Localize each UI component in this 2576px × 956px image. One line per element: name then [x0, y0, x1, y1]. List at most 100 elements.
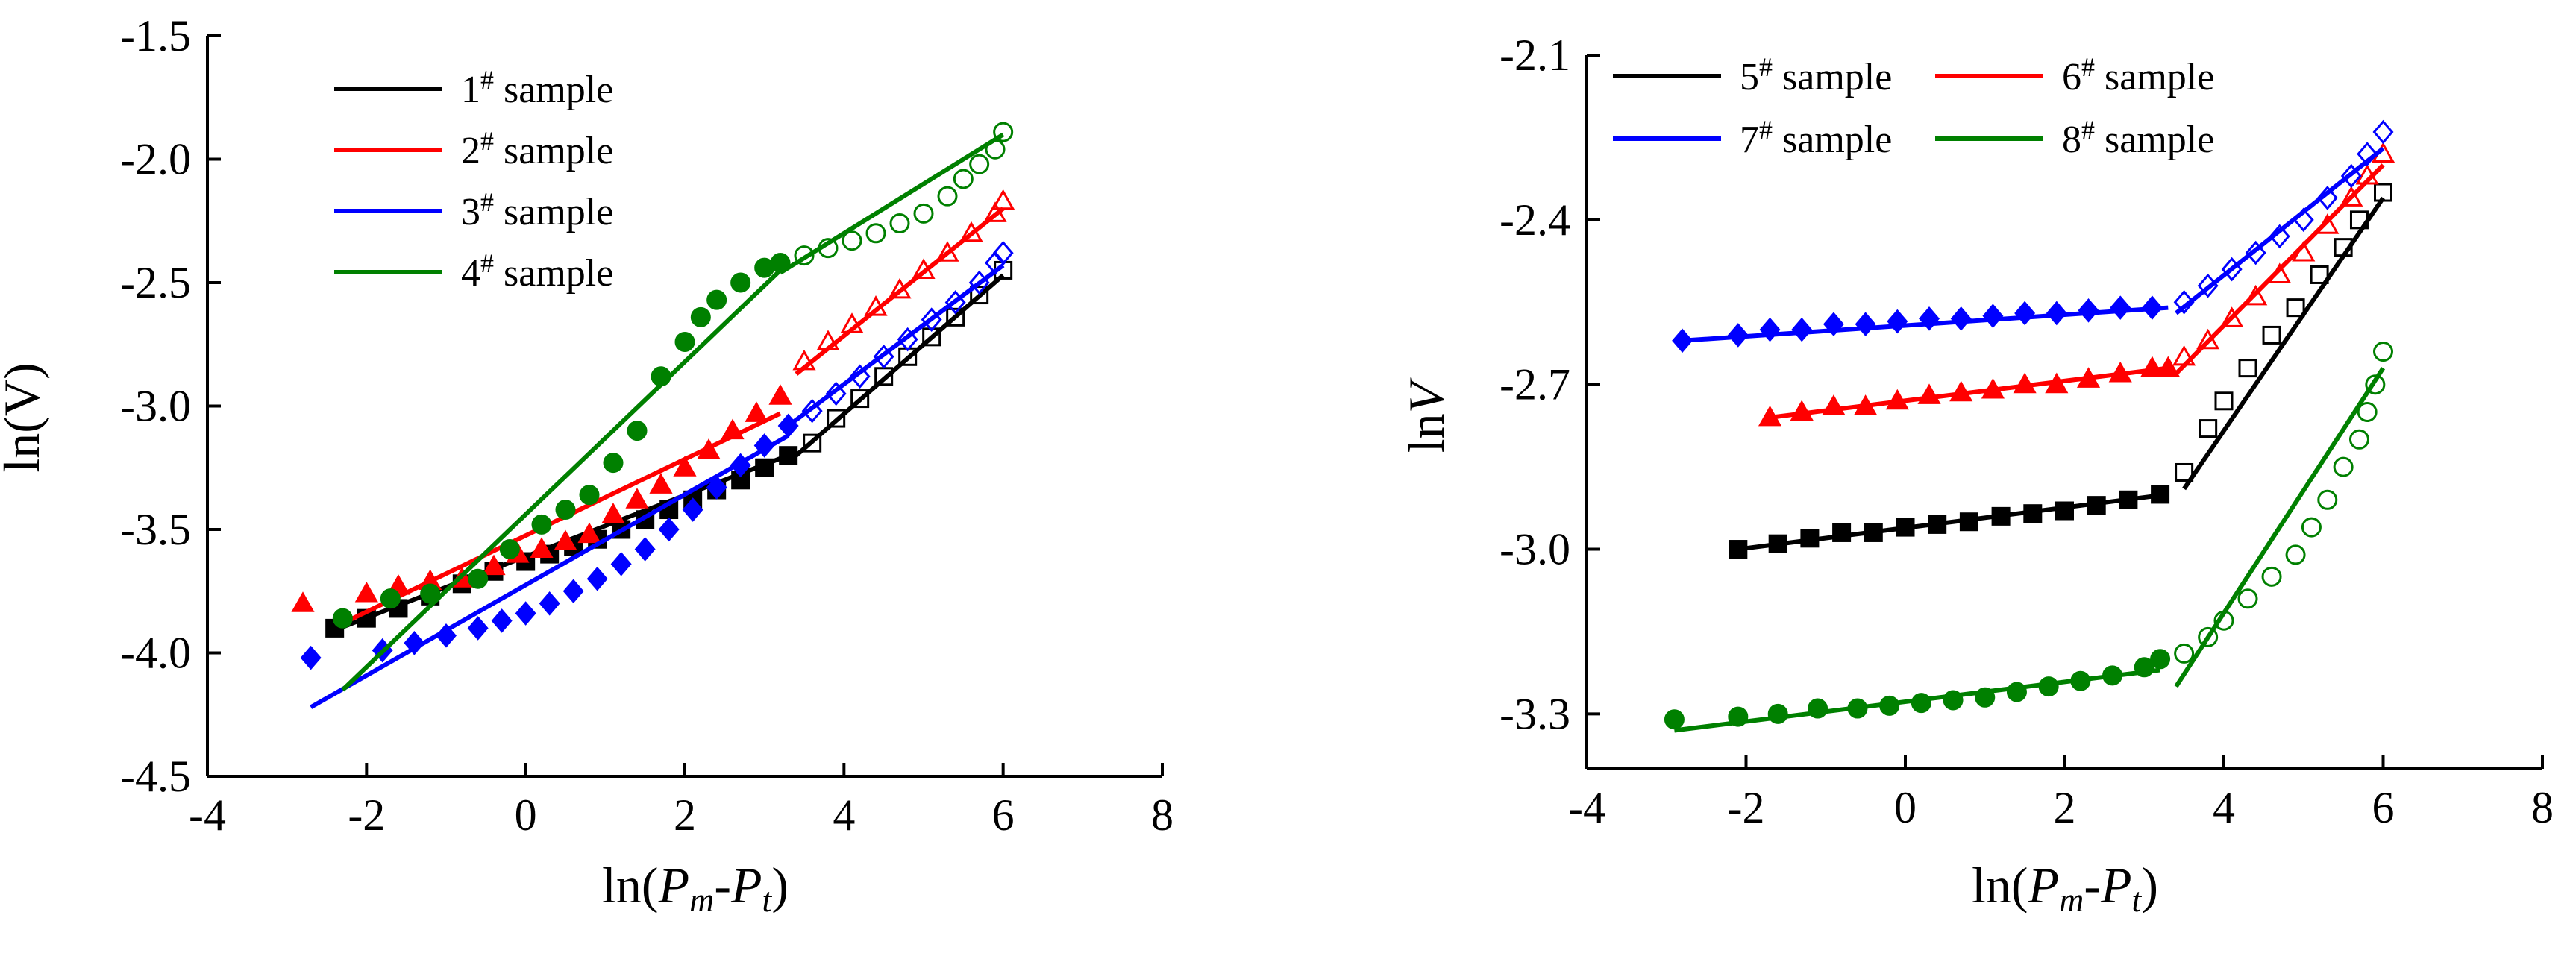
- x-axis-label-part: ): [2141, 857, 2158, 913]
- x-axis-label: ln(Pm-Pt): [1972, 857, 2158, 919]
- x-axis-label-part: P: [658, 857, 690, 913]
- data-point-triangle: [936, 241, 959, 262]
- data-point-circle: [2198, 626, 2219, 647]
- data-point-circle: [865, 223, 886, 244]
- x-axis-label-part: m: [689, 881, 714, 919]
- data-point-triangle: [816, 330, 840, 350]
- data-point-triangle: [792, 349, 816, 371]
- x-axis-label-part: P: [730, 857, 762, 913]
- data-point-diamond: [873, 344, 894, 369]
- data-point-circle: [937, 186, 958, 207]
- data-point-diamond: [2014, 301, 2036, 326]
- fit-line: [310, 433, 790, 709]
- data-point-square: [2214, 391, 2234, 411]
- legend-label-number: 2: [461, 130, 480, 172]
- data-point-circle: [2261, 566, 2282, 587]
- fit-line: [2182, 196, 2385, 491]
- data-point-circle: [889, 213, 910, 234]
- legend-label-sup: #: [2081, 115, 2095, 145]
- data-point-diamond: [801, 398, 823, 424]
- data-point-circle: [730, 272, 751, 293]
- data-point-triangle: [2220, 306, 2244, 327]
- data-point-triangle: [1854, 394, 1878, 415]
- legend-label-number: 6: [2062, 56, 2081, 98]
- data-point-circle: [706, 289, 727, 310]
- data-point-triangle: [697, 438, 721, 459]
- y-tick-label: -4.0: [120, 629, 191, 678]
- data-point-square: [850, 389, 870, 409]
- data-point-circle: [985, 139, 1006, 160]
- data-point-triangle: [2076, 367, 2101, 388]
- data-point-triangle: [2045, 372, 2069, 394]
- data-point-circle: [1943, 690, 1964, 711]
- data-point-triangle: [2140, 356, 2164, 377]
- data-point-diamond: [658, 517, 680, 542]
- x-tick-label: 0: [515, 790, 537, 840]
- data-point-square: [803, 433, 822, 453]
- data-point-circle: [2373, 342, 2393, 362]
- data-point-diamond: [610, 552, 632, 576]
- y-tick-label: -3.0: [120, 382, 191, 431]
- data-point-circle: [2301, 517, 2322, 538]
- data-point-diamond: [2357, 142, 2378, 166]
- data-point-diamond: [2141, 295, 2163, 320]
- legend-label-sup: #: [1759, 52, 1773, 82]
- data-point-circle: [818, 238, 839, 259]
- data-point-triangle: [1981, 378, 2005, 399]
- data-point-circle: [969, 154, 990, 174]
- y-tick-label: -2.0: [120, 135, 191, 184]
- data-point-diamond: [586, 566, 608, 591]
- data-point-square: [1896, 518, 1915, 537]
- data-point-triangle: [2355, 163, 2379, 185]
- data-point-triangle: [1790, 400, 1814, 421]
- data-point-triangle: [768, 384, 792, 405]
- data-point-square: [2199, 419, 2218, 438]
- x-axis-label-part: t: [762, 881, 773, 919]
- data-point-diamond: [2078, 298, 2099, 323]
- legend-label-number: 3: [461, 191, 480, 233]
- data-point-diamond: [2221, 257, 2243, 282]
- data-point-triangle: [554, 529, 577, 551]
- data-point-circle: [555, 500, 576, 521]
- x-axis-label-part: ): [771, 857, 789, 913]
- x-tick-label: 0: [1894, 783, 1917, 832]
- data-point-triangle: [2108, 361, 2132, 383]
- data-point-circle: [2365, 374, 2386, 395]
- x-tick-label: -2: [348, 790, 385, 840]
- x-tick-label: 8: [2531, 783, 2554, 832]
- x-axis-label-part: ln(: [602, 857, 659, 913]
- data-point-diamond: [2293, 207, 2314, 233]
- x-axis-label-part: -: [2084, 857, 2101, 913]
- legend-label-number: 4: [461, 252, 480, 295]
- data-point-triangle: [959, 221, 983, 242]
- y-tick-label: -3.5: [120, 505, 191, 554]
- data-point-diamond: [1855, 312, 1876, 337]
- data-point-triangle: [983, 201, 1007, 222]
- y-axis-label: lnV: [1398, 377, 1455, 453]
- data-point-diamond: [467, 616, 489, 641]
- data-point-diamond: [1887, 309, 1908, 334]
- data-point-circle: [842, 230, 862, 251]
- data-point-circle: [531, 514, 552, 535]
- data-point-circle: [579, 485, 600, 506]
- data-point-diamond: [1982, 304, 2004, 328]
- data-point-diamond: [1759, 317, 1781, 342]
- x-tick-label: 8: [1151, 790, 1173, 840]
- data-point-square: [2374, 183, 2392, 202]
- right-chart-panel: -4 -2 0 2 4 6 8-2.1-2.4-2.7-3.0-3.3ln(Pm-Pt)ln…: [1398, 31, 2554, 919]
- data-point-triangle: [745, 401, 768, 422]
- y-axis-label-text: ln(V): [0, 362, 50, 472]
- legend-label-text: sample: [2095, 119, 2214, 161]
- data-point-circle: [1911, 693, 1931, 714]
- series-2: [291, 189, 1015, 626]
- data-point-square: [1991, 506, 2011, 526]
- data-point-circle: [2150, 649, 2171, 670]
- y-tick-label: -2.7: [1499, 360, 1570, 409]
- data-point-diamond: [491, 608, 513, 633]
- x-tick-label: 6: [2372, 783, 2395, 832]
- data-point-diamond: [777, 413, 799, 438]
- data-point-diamond: [849, 364, 871, 389]
- data-point-circle: [2333, 456, 2354, 477]
- x-tick-label: -4: [189, 790, 226, 840]
- legend-label-sup: #: [480, 126, 494, 156]
